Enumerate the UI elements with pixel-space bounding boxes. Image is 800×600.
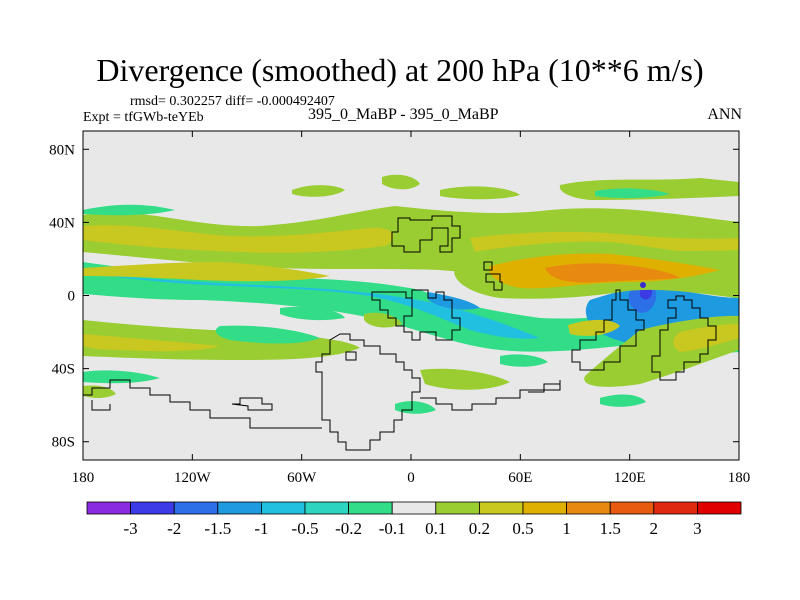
x-tick-label: 60W xyxy=(287,470,317,486)
contour-mid-patch-green-1 xyxy=(292,185,345,197)
colorbar: -3 -2 -1.5 -1 -0.5 -0.2 -0.1 0.1 0.2 0.5 1 1.5 2 3 xyxy=(86,501,742,538)
colorbar-label: 1.5 xyxy=(600,519,621,538)
colorbar-swatch xyxy=(260,501,306,515)
colorbar-swatch xyxy=(566,501,611,515)
colorbar-label: -1.5 xyxy=(204,519,231,538)
colorbar-swatch xyxy=(86,501,131,515)
contour-mid-patch-green-3 xyxy=(440,186,520,200)
colorbar-swatch xyxy=(391,501,437,515)
contour-s-band-cyan xyxy=(215,325,320,344)
colorbar-swatch xyxy=(304,501,349,515)
season-text: ANN xyxy=(707,106,742,123)
contour-mid-patch-cyan-1 xyxy=(595,188,670,199)
contour-s-pacific-cyan xyxy=(600,394,646,407)
coastline-south-inner-2 xyxy=(485,273,503,291)
y-tick-label: 80N xyxy=(49,142,75,158)
contour-s-atlantic-cyan xyxy=(395,401,436,414)
x-tick-label: 180 xyxy=(72,470,95,486)
colorbar-swatch xyxy=(173,501,219,515)
colorbar-swatch xyxy=(130,501,175,515)
colorbar-label: 0.2 xyxy=(469,519,490,538)
contour-s-patch-green xyxy=(364,312,402,328)
minimum-dot xyxy=(640,282,646,288)
y-tick-label: 0 xyxy=(68,289,76,305)
colorbar-label: -2 xyxy=(167,519,181,538)
contour-s-patch-cyan-2 xyxy=(280,306,345,321)
colorbar-label: 0.5 xyxy=(512,519,533,538)
contour-eq-positive-orange xyxy=(545,263,680,283)
colorbar-swatch xyxy=(348,501,393,515)
coastline-southern-land xyxy=(315,333,421,451)
x-tick-label: 0 xyxy=(407,470,415,486)
colorbar-label: -0.2 xyxy=(335,519,362,538)
x-tick-label: 120E xyxy=(614,470,646,486)
case-text: 395_0_MaBP - 395_0_MaBP xyxy=(308,106,499,123)
y-axis: 80N 40N 0 40S 80S xyxy=(49,142,739,451)
y-tick-label: 80S xyxy=(52,435,75,451)
y-tick-label: 40S xyxy=(52,362,75,378)
coastline-layer xyxy=(83,215,717,451)
colorbar-swatch xyxy=(653,501,698,515)
coastline-maritime-land-2 xyxy=(651,295,717,381)
coastline-west-land-2 xyxy=(91,400,111,411)
coastline-north-land xyxy=(391,215,461,253)
colorbar-swatch xyxy=(478,501,524,515)
coastline-southeast-land xyxy=(420,380,561,411)
coastline-arctic-land xyxy=(371,291,413,327)
contour-fill-layer xyxy=(83,174,739,414)
contour-north-strip-cyan xyxy=(83,204,175,216)
colorbar-swatch xyxy=(435,501,480,515)
x-tick-label: 180 xyxy=(728,470,751,486)
coastline-equatorial-land xyxy=(403,289,461,341)
colorbar-label: -0.5 xyxy=(292,519,319,538)
contour-s-band-yellow xyxy=(83,334,220,352)
contour-atlantic-yellow-band xyxy=(83,262,330,282)
contour-mid-patch-green-2 xyxy=(382,174,420,190)
contour-s-indian-green xyxy=(420,368,510,390)
stats-text: rmsd= 0.302257 diff= -0.000492407 xyxy=(130,94,335,109)
colorbar-label: -3 xyxy=(124,519,138,538)
x-tick-label: 60E xyxy=(508,470,532,486)
x-tick-label: 120W xyxy=(174,470,212,486)
contour-s-pacific-yellow xyxy=(673,324,739,352)
coastline-south-atlantic-land xyxy=(528,383,560,393)
contour-tropical-patch-blue xyxy=(428,292,480,310)
coastline-maritime-land-1 xyxy=(571,289,645,371)
colorbar-label: 0.1 xyxy=(425,519,446,538)
experiment-text: Expt = tfGWb-teYEb xyxy=(83,110,204,125)
colorbar-swatch xyxy=(217,501,262,515)
colorbar-swatch xyxy=(609,501,655,515)
contour-n-band-yellow xyxy=(83,225,394,253)
colorbar-label: 1 xyxy=(562,519,571,538)
coastline-south-inner-1 xyxy=(345,351,357,361)
colorbar-label: -1 xyxy=(254,519,268,538)
coastline-northeast-land xyxy=(483,261,493,271)
contour-indian-yellow xyxy=(568,319,620,336)
contour-s-indian-cyan xyxy=(500,354,548,367)
colorbar-label: 3 xyxy=(693,519,702,538)
colorbar-swatch xyxy=(522,501,567,515)
colorbar-swatch xyxy=(697,501,742,515)
y-tick-label: 40N xyxy=(49,215,75,231)
colorbar-label: -0.1 xyxy=(379,519,406,538)
coastline-west-land xyxy=(83,379,322,429)
chart-title: Divergence (smoothed) at 200 hPa (10**6 … xyxy=(96,52,704,88)
contour-s-cyan-strip xyxy=(83,370,160,384)
colorbar-label: 2 xyxy=(650,519,659,538)
x-axis: 180 120W 60W 0 60E 120E 180 xyxy=(72,131,751,486)
contour-eq-band-lightblue xyxy=(83,272,540,339)
coastline-west-land-3 xyxy=(231,397,273,411)
